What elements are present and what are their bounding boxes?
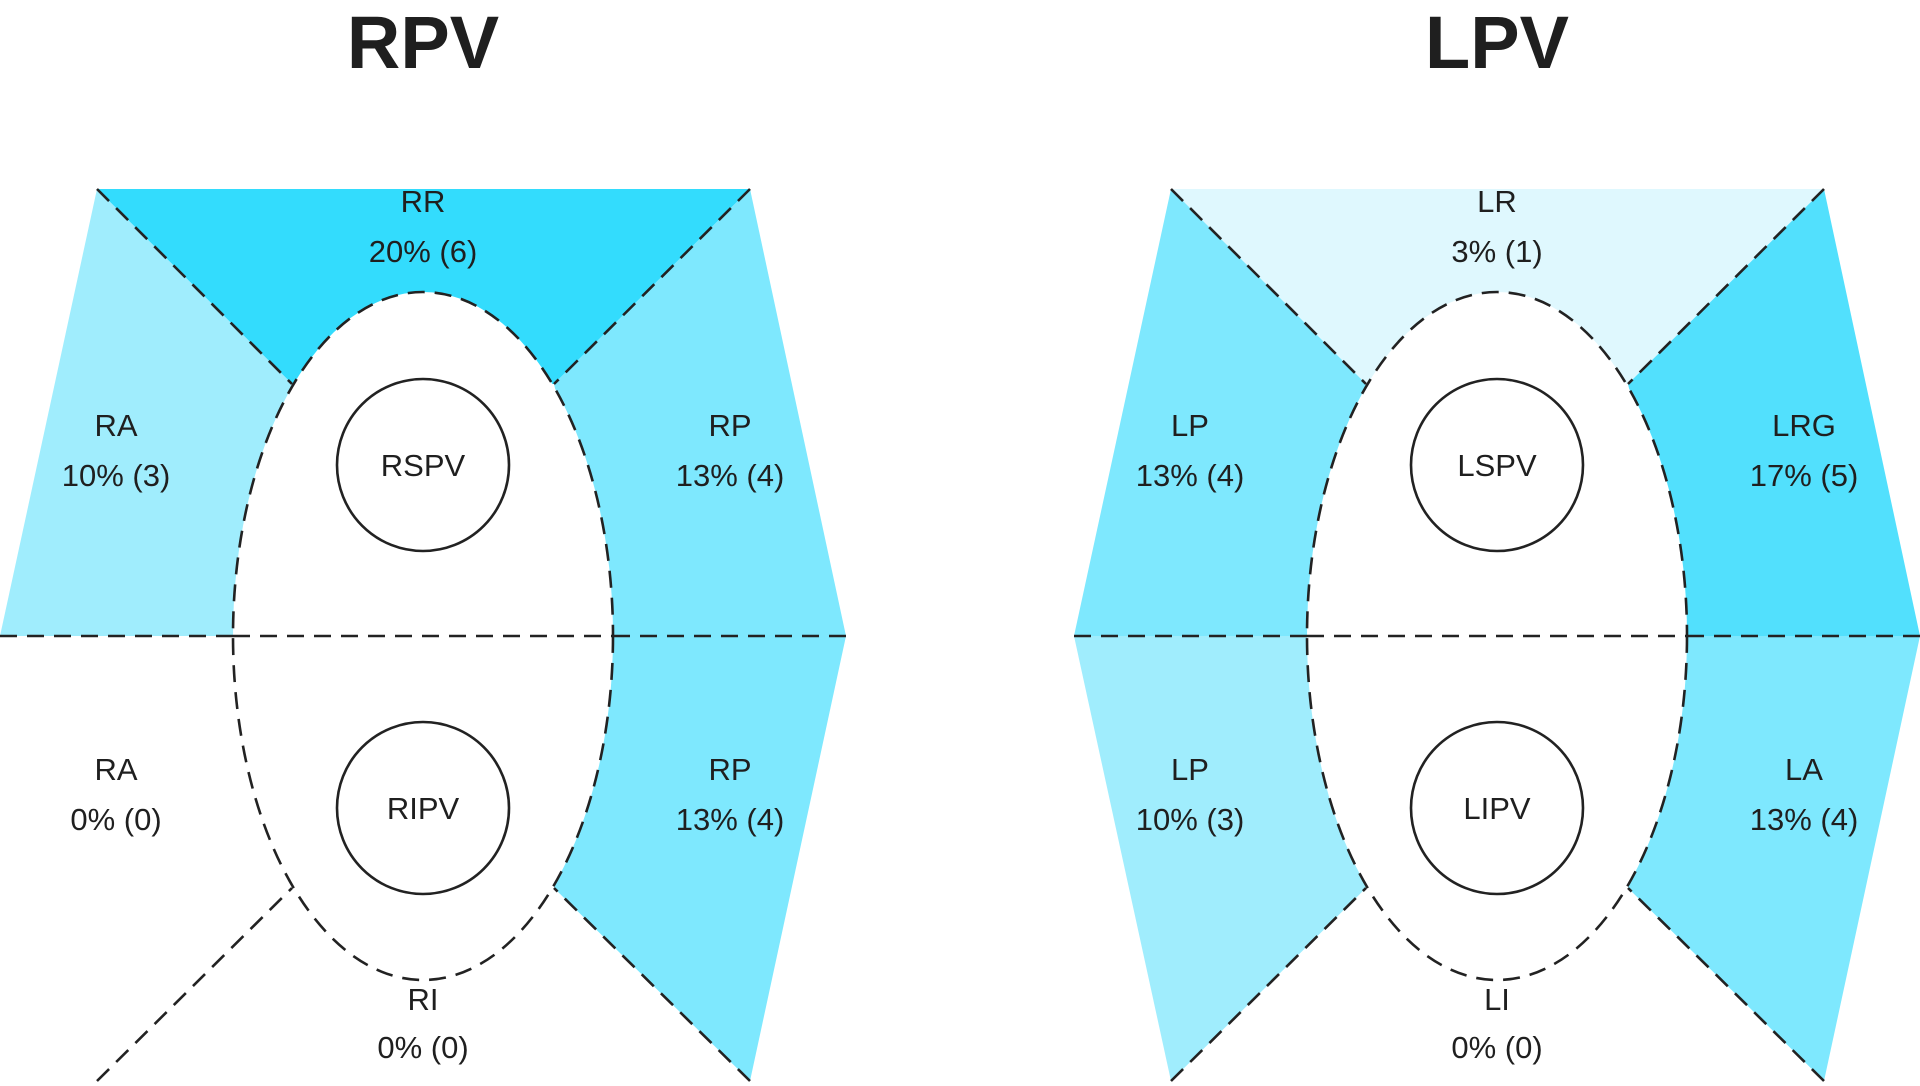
rpv-title: RPV <box>347 1 499 84</box>
lpv-segment-bottom-stat: 0% (0) <box>1451 1030 1542 1065</box>
lpv-vein-lower-label: LIPV <box>1463 791 1531 826</box>
rpv-segment-lower-right-stat: 13% (4) <box>676 802 785 837</box>
rpv-segment-top-name: RR <box>401 184 446 219</box>
rpv-vein-upper-label: RSPV <box>381 448 466 483</box>
lpv-segment-upper-left <box>1074 189 1366 636</box>
lpv-segment-upper-left-stat: 13% (4) <box>1136 458 1245 493</box>
rpv-divider-line <box>96 188 293 385</box>
rpv-segment-upper-left-name: RA <box>94 408 137 443</box>
lpv-vein-upper-label: LSPV <box>1457 448 1537 483</box>
rpv-segment-lower-right-name: RP <box>708 752 751 787</box>
lpv-ostium-outline <box>1305 290 1689 982</box>
lpv-divider-line <box>1627 188 1825 385</box>
lpv-divider-line <box>1170 887 1367 1082</box>
rpv-segment-upper-left-stat: 10% (3) <box>62 458 171 493</box>
lpv-vein-upper-circle <box>1409 377 1585 553</box>
rpv-segment-upper-left <box>0 189 292 636</box>
rpv-ostium-outline <box>231 290 615 982</box>
lpv-divider-line <box>1170 188 1367 385</box>
lpv-segment-lower-left-stat: 10% (3) <box>1136 802 1245 837</box>
lpv-segment-lower-right-name: LA <box>1785 752 1823 787</box>
lpv-segment-upper-right-stat: 17% (5) <box>1750 458 1859 493</box>
lpv-diagram: LSPV LIPV LR 3% (1) LP 13% (4) LRG 17% (5) LP 10%… <box>1074 1 1920 1082</box>
lpv-segment-lower-left <box>1074 636 1366 1081</box>
lpv-segment-bottom-name: LI <box>1484 982 1510 1017</box>
rpv-segment-upper-right-name: RP <box>708 408 751 443</box>
rpv-divider-line <box>553 188 751 385</box>
rpv-vein-lower-circle <box>335 720 511 896</box>
lpv-divider-line <box>1627 887 1825 1082</box>
lpv-segment-upper-right-name: LRG <box>1772 408 1836 443</box>
rpv-segment-top <box>97 189 750 384</box>
rpv-segment-lower-left-name: RA <box>94 752 137 787</box>
lpv-segment-top-stat: 3% (1) <box>1451 234 1542 269</box>
rpv-divider-line <box>553 887 751 1082</box>
rpv-segment-lower-right <box>554 636 846 1081</box>
lpv-segment-upper-left-name: LP <box>1171 408 1209 443</box>
lpv-segment-lower-right-stat: 13% (4) <box>1750 802 1859 837</box>
rpv-segment-top-stat: 20% (6) <box>369 234 478 269</box>
lpv-segment-top <box>1171 189 1824 384</box>
rpv-segment-bottom-stat: 0% (0) <box>377 1030 468 1065</box>
rpv-divider-line <box>96 887 293 1082</box>
lpv-segment-upper-right <box>1628 189 1920 636</box>
lpv-title: LPV <box>1425 1 1569 84</box>
rpv-segment-lower-left-stat: 0% (0) <box>70 802 161 837</box>
rpv-diagram: RSPV RIPV RR 20% (6) RA 10% (3) RP 13% (4) RA 0% … <box>0 1 846 1082</box>
rpv-segment-upper-right-stat: 13% (4) <box>676 458 785 493</box>
rpv-vein-lower-label: RIPV <box>387 791 460 826</box>
rpv-segment-bottom-name: RI <box>408 982 439 1017</box>
lpv-segment-lower-right <box>1628 636 1920 1081</box>
lpv-vein-lower-circle <box>1409 720 1585 896</box>
lpv-segment-lower-left-name: LP <box>1171 752 1209 787</box>
rpv-segment-lower-left <box>0 636 292 1081</box>
rpv-segment-upper-right <box>554 189 846 636</box>
rpv-vein-upper-circle <box>335 377 511 553</box>
lpv-segment-top-name: LR <box>1477 184 1517 219</box>
